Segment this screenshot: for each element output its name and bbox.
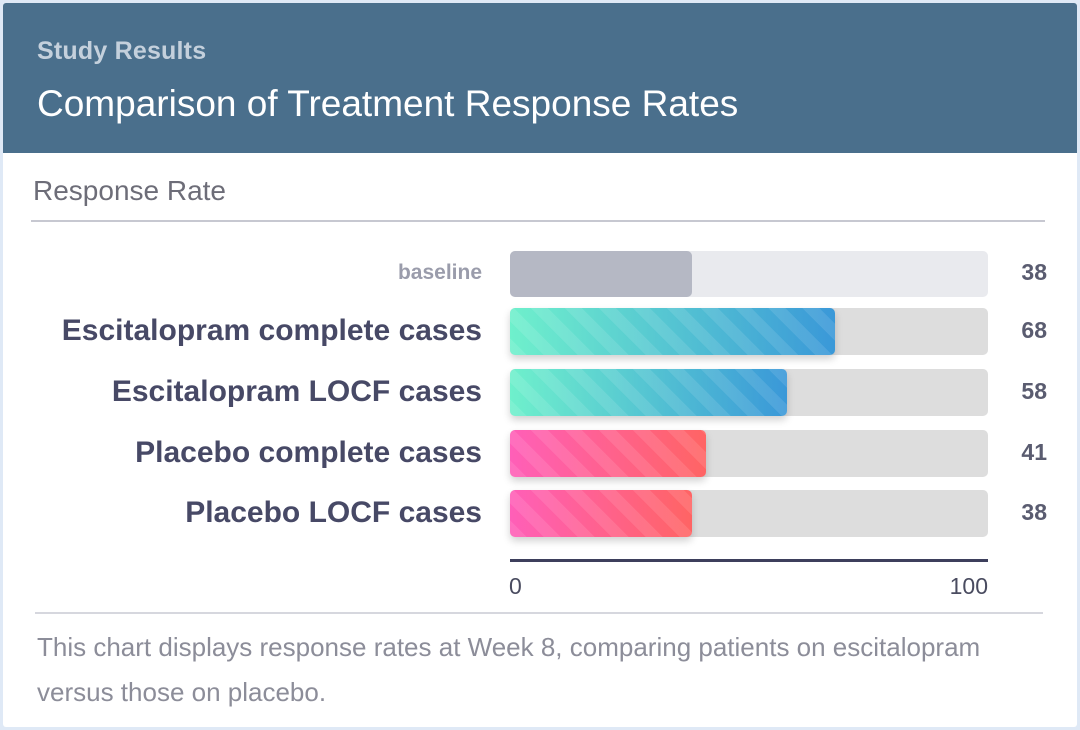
bar-value-label: 58 xyxy=(1021,377,1047,404)
bar-track xyxy=(510,251,988,297)
x-tick-label-min: 0 xyxy=(509,573,522,599)
bar-escitalopram xyxy=(510,308,835,355)
bar-value-label: 38 xyxy=(1021,498,1047,525)
bar-placebo xyxy=(510,490,692,537)
chart-card: Study Results Comparison of Treatment Re… xyxy=(3,3,1077,727)
card-header: Study Results Comparison of Treatment Re… xyxy=(3,3,1077,153)
footer-divider xyxy=(35,612,1043,614)
bar-track xyxy=(510,430,988,477)
bar-label: baseline xyxy=(397,261,482,284)
section-title: Response Rate xyxy=(33,175,227,206)
bar-label: Escitalopram LOCF cases xyxy=(111,374,482,408)
bar-placebo xyxy=(510,430,706,477)
bar-baseline xyxy=(510,251,692,297)
bar-escitalopram xyxy=(510,369,787,416)
section-divider xyxy=(31,220,1045,222)
bar-value-label: 41 xyxy=(1021,438,1047,465)
bar-track xyxy=(510,308,988,355)
bar-label: Escitalopram complete cases xyxy=(61,313,482,347)
bar-track xyxy=(510,369,988,416)
bar-label: Placebo complete cases xyxy=(135,435,482,469)
chart-caption: This chart displays response rates at We… xyxy=(37,632,981,707)
x-axis-line xyxy=(510,559,988,562)
bar-label: Placebo LOCF cases xyxy=(185,495,482,529)
bar-track xyxy=(510,490,988,537)
header-eyebrow: Study Results xyxy=(37,37,207,65)
bar-value-label: 38 xyxy=(1021,259,1047,285)
bar-value-label: 68 xyxy=(1021,316,1047,343)
x-tick-label-max: 100 xyxy=(949,573,988,599)
bar-chart: 0 100 baseline 38 Escitalopram complete ca… xyxy=(3,233,1077,603)
page-title: Comparison of Treatment Response Rates xyxy=(37,83,739,124)
